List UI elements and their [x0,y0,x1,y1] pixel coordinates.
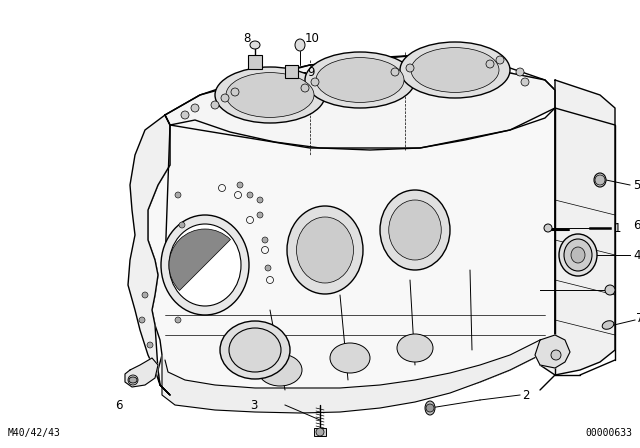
Circle shape [257,197,263,203]
Circle shape [175,317,181,323]
Circle shape [486,60,494,68]
Ellipse shape [330,343,370,373]
Circle shape [221,94,229,102]
Circle shape [544,224,552,232]
Text: 4: 4 [633,249,640,262]
Bar [248,55,262,69]
Circle shape [247,192,253,198]
Text: 2: 2 [522,388,529,401]
Ellipse shape [287,206,363,294]
Ellipse shape [161,215,249,315]
Ellipse shape [388,200,441,260]
Circle shape [139,317,145,323]
Ellipse shape [129,377,137,383]
Ellipse shape [250,41,260,49]
Text: 6: 6 [633,219,640,232]
Bar [285,65,298,78]
Ellipse shape [295,39,305,51]
Ellipse shape [397,334,433,362]
Ellipse shape [296,217,353,283]
Ellipse shape [602,321,614,329]
Ellipse shape [425,401,435,415]
Ellipse shape [571,247,585,263]
Circle shape [191,104,199,112]
Circle shape [605,285,615,295]
Circle shape [301,84,309,92]
Ellipse shape [215,67,325,123]
Circle shape [177,252,183,258]
Circle shape [316,428,324,436]
Ellipse shape [411,47,499,92]
Wedge shape [169,229,230,290]
Circle shape [257,212,263,218]
Text: M40/42/43: M40/42/43 [8,428,61,438]
Ellipse shape [169,224,241,306]
Circle shape [265,265,271,271]
Polygon shape [165,55,555,148]
Ellipse shape [380,190,450,270]
Text: 1: 1 [614,221,621,234]
Circle shape [516,68,524,76]
Ellipse shape [226,73,314,117]
Circle shape [181,111,189,119]
Polygon shape [165,55,555,150]
Circle shape [237,182,243,188]
Circle shape [128,375,138,385]
Bar [314,428,326,436]
Text: 10: 10 [305,31,320,44]
Ellipse shape [229,328,281,372]
Circle shape [426,404,434,412]
Circle shape [175,192,181,198]
Text: 6: 6 [115,399,122,412]
Ellipse shape [564,239,592,271]
Ellipse shape [559,234,597,276]
Circle shape [179,222,185,228]
Ellipse shape [305,52,415,108]
Text: 9: 9 [307,65,314,78]
Polygon shape [148,55,555,410]
Polygon shape [128,115,170,395]
Text: 3: 3 [251,399,258,412]
Ellipse shape [316,58,404,103]
Circle shape [551,350,561,360]
Circle shape [211,101,219,109]
Circle shape [391,68,399,76]
Text: 8: 8 [243,31,250,44]
Ellipse shape [400,42,510,98]
Polygon shape [535,335,570,368]
Text: 5: 5 [633,178,640,191]
Circle shape [147,342,153,348]
Circle shape [496,56,504,64]
Circle shape [521,78,529,86]
Text: 00000633: 00000633 [585,428,632,438]
Circle shape [142,292,148,298]
Polygon shape [162,340,540,413]
Circle shape [231,88,239,96]
Circle shape [595,175,605,185]
Circle shape [179,282,185,288]
Text: 7: 7 [636,311,640,324]
Ellipse shape [594,173,606,187]
Circle shape [262,237,268,243]
Ellipse shape [220,321,290,379]
Circle shape [406,64,414,72]
Ellipse shape [258,354,302,386]
Circle shape [311,78,319,86]
Polygon shape [125,358,158,387]
Polygon shape [540,80,615,375]
